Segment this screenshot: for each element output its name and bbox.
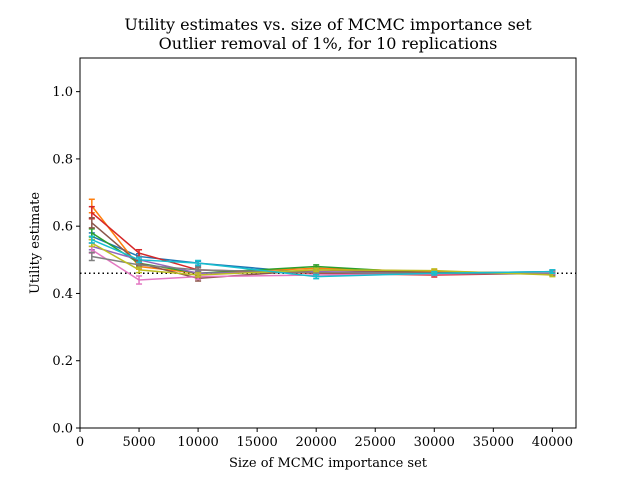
x-axis-ticks: 0 5000 10000 15000 20000 25000 30000 35000 40000 xyxy=(76,428,573,450)
y-axis-ticks: 0.0 0.2 0.4 0.6 0.8 1.0 xyxy=(52,85,80,437)
x-tick-label: 25000 xyxy=(355,435,396,450)
y-tick-label: 0.2 xyxy=(52,354,73,369)
y-tick-label: 0.8 xyxy=(52,152,73,167)
x-axis-label: Size of MCMC importance set xyxy=(229,456,428,471)
y-tick-label: 1.0 xyxy=(52,85,73,100)
x-tick-label: 15000 xyxy=(236,435,277,450)
series-line xyxy=(91,242,553,276)
plot-frame xyxy=(79,57,577,429)
chart-subtitle: Outlier removal of 1%, for 10 replicatio… xyxy=(159,34,498,53)
x-tick-label: 20000 xyxy=(296,435,337,450)
y-axis-label: Utility estimate xyxy=(28,192,43,294)
series-layer xyxy=(88,198,556,285)
x-tick-label: 35000 xyxy=(473,435,514,450)
series-line xyxy=(91,238,553,278)
y-tick-label: 0.0 xyxy=(52,422,73,437)
x-tick-label: 5000 xyxy=(123,435,156,450)
plot-area xyxy=(80,58,576,428)
x-tick-label: 10000 xyxy=(177,435,218,450)
y-tick-label: 0.4 xyxy=(52,287,73,302)
x-tick-label: 30000 xyxy=(414,435,455,450)
chart-title: Utility estimates vs. size of MCMC impor… xyxy=(124,15,532,34)
series-10 xyxy=(88,235,556,280)
x-tick-label: 40000 xyxy=(532,435,573,450)
x-tick-label: 0 xyxy=(76,435,84,450)
y-tick-label: 0.6 xyxy=(52,220,73,235)
